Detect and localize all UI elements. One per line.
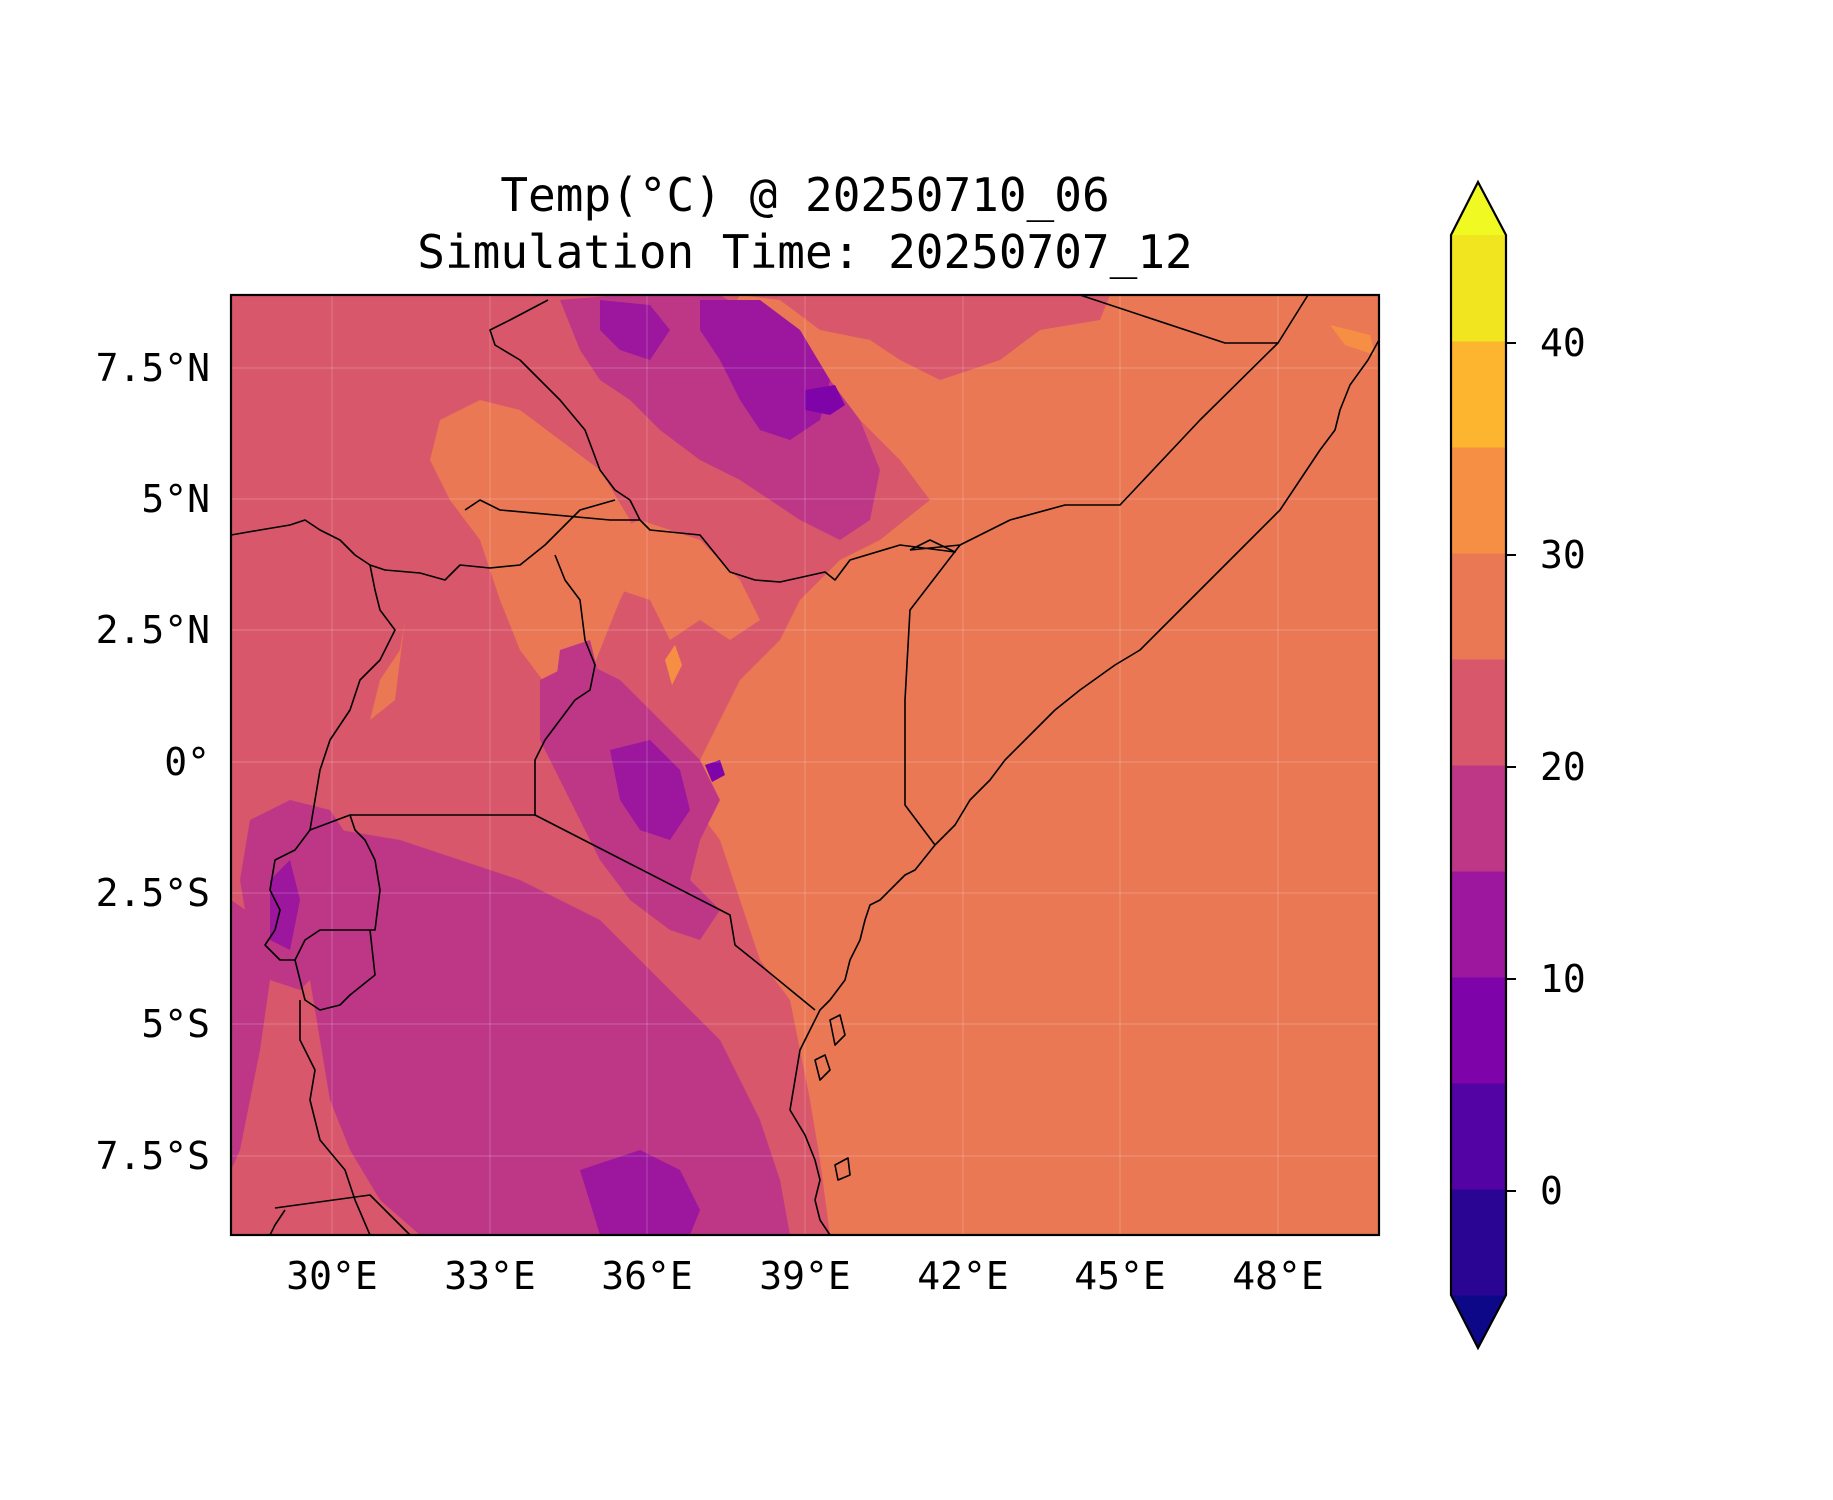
somalia-ethiopia-border [1079,295,1278,344]
colorbar-segment [1451,1083,1506,1190]
temperature-field [231,295,1379,1235]
uganda-drc-border [309,564,396,831]
kenya-tanzania-border [534,814,816,1011]
x-axis-ticks: 30°E 33°E 36°E 39°E 42°E 45°E 48°E [286,1254,1324,1298]
colorbar-segments [1451,182,1506,1348]
south-sudan-ethiopia-border [489,299,641,521]
x-tick-label: 36°E [601,1254,693,1298]
colorbar-segment [1451,1189,1506,1296]
cool-mt-elgon [555,640,600,700]
warm-north-plain [430,400,640,700]
colorbar-label: 30 [1540,533,1586,577]
title-line-1: Temp(°C) @ 20250710_06 [500,168,1109,222]
cool-west-margin [231,900,270,1170]
somalia-north-boundary [909,295,1309,551]
x-tick-label: 33°E [444,1254,536,1298]
graticule [231,295,1379,1235]
cold-aberdares [610,740,690,840]
hot-spot-turkana [665,645,682,685]
y-tick-label: 0° [164,740,210,784]
colorbar-label: 20 [1540,745,1586,789]
y-tick-label: 2.5°S [96,871,210,915]
colorbar-label: 40 [1540,321,1586,365]
colorbar-label: 10 [1540,957,1586,1001]
warm-east-region [690,295,1379,1235]
tanzania-zambia-border [274,1194,411,1235]
colorbar-segment [1451,341,1506,448]
colorbar-label: 0 [1540,1169,1563,1213]
colorbar-segment [1451,977,1506,1084]
colorbar-extend-high [1451,182,1506,235]
pemba-island [829,1014,846,1046]
east-africa-coastline [789,339,1379,1235]
kenya-somalia-border [904,544,961,846]
cold-north-highland [600,300,670,360]
hot-spot-coast-north [1330,325,1375,355]
y-tick-label: 2.5°N [96,608,210,652]
title-line-2: Simulation Time: 20250707_12 [417,225,1192,279]
y-tick-label: 5°S [141,1002,210,1046]
colorbar: 40 30 20 10 0 [1449,179,1586,1351]
tanganyika-shore [299,1000,371,1235]
south-sudan-uganda-border [369,499,616,581]
y-axis-ticks: 7.5°N 5°N 2.5°N 0° 2.5°S 5°S 7.5°S [96,346,210,1178]
map-frame [229,293,1381,1237]
lake-malawi-shore [269,1209,286,1235]
cool-tanzania-interior [300,830,790,1235]
cold-southern-highlands [580,1150,700,1235]
country-borders [231,295,1379,1235]
cold-rwenzori [270,860,300,950]
coldest-bale-peak [805,385,845,415]
colorbar-ticks [1506,342,1516,1192]
drc-south-sudan-border [231,519,371,566]
zanzibar-island [814,1054,831,1081]
cold-simien-bale [700,300,830,440]
colorbar-segment [1451,659,1506,766]
colorbar-segment [1451,765,1506,872]
y-tick-label: 7.5°N [96,346,210,390]
colorbar-segment [1451,235,1506,342]
colorbar-segment [1451,871,1506,978]
map-panel: 30°E 33°E 36°E 39°E 42°E 45°E 48°E 7.5°N… [96,293,1381,1298]
colorbar-segment [1451,553,1506,660]
coldest-mt-kenya [705,760,725,782]
x-tick-label: 48°E [1232,1254,1324,1298]
burundi-tanzania-border [294,929,376,1011]
x-tick-label: 42°E [917,1254,1009,1298]
colorbar-extend-low [1451,1295,1506,1348]
uganda-kenya-border [534,554,596,815]
y-tick-label: 5°N [141,477,210,521]
y-tick-label: 7.5°S [96,1134,210,1178]
x-tick-label: 45°E [1074,1254,1166,1298]
warm-turkana [590,520,760,640]
x-tick-label: 39°E [759,1254,851,1298]
warm-lake-albert [370,620,405,720]
colorbar-outline [1449,179,1508,1351]
mafia-island [834,1157,851,1181]
colorbar-segment [1451,447,1506,554]
x-tick-label: 30°E [286,1254,378,1298]
